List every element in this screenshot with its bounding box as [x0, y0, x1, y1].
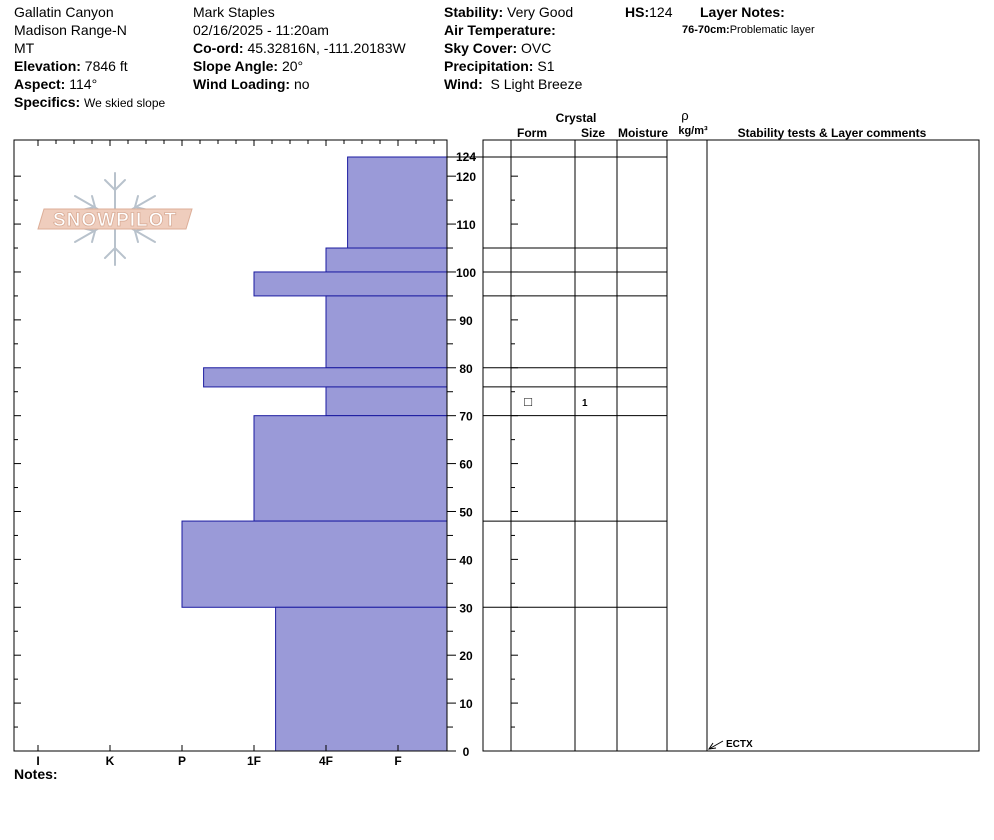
range-name: Madison Range-N: [14, 22, 127, 38]
hs-value: 124: [649, 4, 673, 20]
logo-banner: [37, 208, 193, 230]
depth-label-80: 80: [459, 362, 473, 376]
air-temp-label: Air Temperature:: [444, 22, 556, 38]
precip-row: Precipitation: S1: [444, 58, 554, 74]
hardness-label-4f: 4F: [319, 754, 333, 768]
specifics-label: Specifics:: [14, 94, 81, 110]
slope-row: Slope Angle: 20°: [193, 58, 303, 74]
wind-loading-row: Wind Loading: no: [193, 76, 310, 92]
elevation-row: Elevation: 7846 ft: [14, 58, 128, 74]
elevation-value: 7846 ft: [84, 58, 128, 74]
layer-table-frame: [482, 139, 980, 752]
layer-note-text: Problematic layer: [729, 24, 815, 36]
comments-header: Stability tests & Layer comments: [738, 126, 927, 140]
wind-value: S Light Breeze: [490, 76, 583, 92]
notes-label: Notes:: [14, 766, 58, 782]
precip-value: S1: [537, 58, 555, 74]
wind-loading-value: no: [293, 76, 310, 92]
stability-row: Stability: Very Good: [444, 4, 573, 20]
depth-label-50: 50: [459, 505, 473, 519]
aspect-label: Aspect:: [14, 76, 66, 92]
hardness-layer-5: [325, 386, 448, 417]
observation-datetime: 02/16/2025 - 11:20am: [193, 22, 329, 38]
observer-name: Mark Staples: [193, 4, 275, 20]
test-result-ectx: ECTX: [726, 739, 753, 750]
depth-label-30: 30: [459, 601, 473, 615]
logo-text: SNOWPILOT: [53, 210, 177, 231]
hardness-layer-6: [253, 415, 448, 522]
depth-label-0: 0: [463, 745, 470, 759]
hardness-layer-1: [325, 247, 448, 273]
hardness-label-1f: 1F: [247, 754, 261, 768]
crystal-size-value: 1: [582, 398, 588, 409]
hardness-layer-2: [253, 271, 448, 297]
depth-label-60: 60: [459, 458, 473, 472]
specifics-row: Specifics: We skied slope: [14, 94, 165, 111]
wind-row: Wind: S Light Breeze: [444, 76, 582, 92]
hardness-layer-4: [203, 367, 448, 388]
depth-label-120: 120: [456, 170, 476, 184]
depth-label-110: 110: [456, 218, 476, 232]
state-name: MT: [14, 40, 35, 56]
location-name: Gallatin Canyon: [14, 4, 114, 20]
depth-label-90: 90: [459, 314, 473, 328]
hardness-chart-frame: [13, 139, 448, 752]
specifics-value: We skied slope: [84, 96, 166, 110]
aspect-value: 114°: [69, 76, 98, 92]
form-header: Form: [517, 126, 547, 140]
coord-label: Co-ord:: [193, 40, 244, 56]
aspect-row: Aspect: 114°: [14, 76, 97, 92]
elevation-label: Elevation:: [14, 58, 81, 74]
hardness-label-p: P: [178, 754, 186, 768]
stability-value: Very Good: [507, 4, 574, 20]
wind-loading-label: Wind Loading:: [193, 76, 291, 92]
hardness-layer-8: [275, 606, 448, 752]
layer-notes-label: Layer Notes:: [700, 4, 785, 20]
hardness-layers: [181, 156, 448, 752]
layer-note-depth: 76-70cm:: [682, 24, 730, 36]
hardness-label-f: F: [394, 754, 401, 768]
crystal-form-symbol: □: [524, 394, 532, 409]
depth-label-10: 10: [459, 697, 473, 711]
precip-label: Precipitation:: [444, 58, 534, 74]
moisture-header: Moisture: [618, 126, 668, 140]
coord-row: Co-ord: 45.32816N, -111.20183W: [193, 40, 406, 56]
hardness-layer-3: [325, 295, 448, 369]
hardness-layer-0: [347, 156, 448, 249]
depth-label-70: 70: [459, 410, 473, 424]
rho-header: ρ: [681, 108, 688, 123]
slope-label: Slope Angle:: [193, 58, 279, 74]
depth-label-20: 20: [459, 649, 473, 663]
density-unit-header: kg/m³: [678, 125, 708, 137]
hardness-axis-ticks: I K P 1F 4F F: [36, 140, 435, 768]
air-temp-row: Air Temperature:: [444, 22, 556, 38]
hs-row: HS:124: [625, 4, 672, 20]
stability-label: Stability:: [444, 4, 504, 20]
layer-table-columns: [510, 140, 708, 751]
sky-value: OVC: [521, 40, 552, 56]
crystal-header: Crystal: [556, 111, 597, 125]
coord-value: 45.32816N, -111.20183W: [247, 40, 406, 56]
layer-table-depth-ticks: [511, 175, 518, 752]
sky-row: Sky Cover: OVC: [444, 40, 551, 56]
sky-label: Sky Cover:: [444, 40, 518, 56]
hs-label: HS:: [625, 4, 650, 20]
size-header: Size: [581, 126, 605, 140]
hardness-layer-7: [181, 520, 448, 608]
hardness-label-i: I: [36, 754, 39, 768]
layer-note-row: 76-70cm:Problematic layer: [682, 24, 815, 37]
slope-value: 20°: [281, 58, 304, 74]
wind-label: Wind:: [444, 76, 483, 92]
hardness-label-k: K: [106, 754, 115, 768]
depth-label-40: 40: [459, 553, 473, 567]
ectx-arrow: [707, 740, 724, 750]
depth-label-100: 100: [456, 266, 476, 280]
